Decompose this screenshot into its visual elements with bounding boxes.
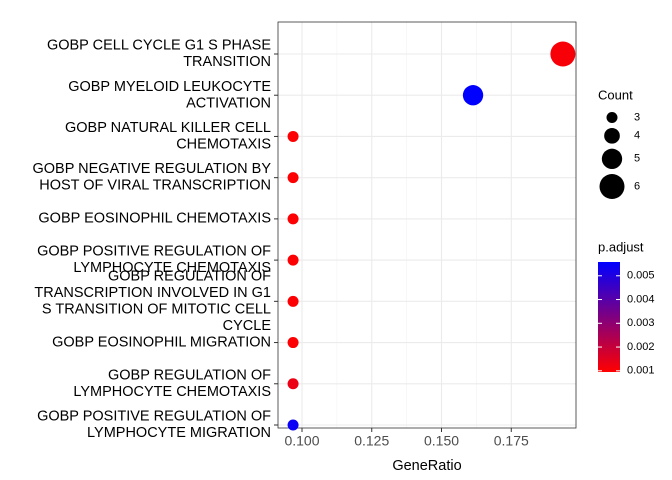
y-tick-label: LYMPHOCYTE CHEMOTAXIS bbox=[73, 260, 271, 276]
dot bbox=[287, 130, 299, 142]
x-tick-label: 0.150 bbox=[424, 433, 459, 449]
size-legend-label: 6 bbox=[634, 180, 640, 192]
y-tick-label: GOBP NEGATIVE REGULATION BY bbox=[33, 161, 272, 177]
color-legend-label: 0.002 bbox=[627, 341, 655, 353]
y-tick-label: LYMPHOCYTE CHEMOTAXIS bbox=[73, 384, 271, 400]
y-tick-label: GOBP REGULATION OF bbox=[108, 268, 271, 284]
y-tick-label: GOBP POSITIVE REGULATION OF bbox=[37, 244, 271, 260]
size-legend-label: 3 bbox=[634, 111, 640, 123]
y-tick-label: TRANSCRIPTION INVOLVED IN G1 bbox=[34, 285, 271, 301]
size-legend-dot bbox=[599, 174, 625, 199]
x-tick-label: 0.175 bbox=[494, 433, 529, 449]
dot bbox=[287, 213, 299, 225]
color-legend-label: 0.001 bbox=[627, 365, 655, 377]
panel bbox=[278, 22, 576, 428]
size-legend-dot bbox=[606, 112, 618, 123]
y-tick-label: GOBP EOSINOPHIL MIGRATION bbox=[52, 334, 271, 350]
size-legend-label: 4 bbox=[634, 130, 640, 142]
y-tick-label: CYCLE bbox=[223, 318, 272, 334]
x-tick-label: 0.125 bbox=[354, 433, 389, 449]
y-tick-label: GOBP MYELOID LEUKOCYTE bbox=[68, 79, 271, 95]
y-tick-label: GOBP REGULATION OF bbox=[108, 367, 271, 383]
x-axis-label: GeneRatio bbox=[392, 458, 461, 474]
color-legend-label: 0.005 bbox=[627, 270, 655, 282]
dot bbox=[287, 295, 299, 307]
y-tick-label: LYMPHOCYTE MIGRATION bbox=[87, 425, 271, 441]
colorbar bbox=[598, 262, 620, 372]
dot bbox=[287, 172, 299, 184]
y-tick-label: ACTIVATION bbox=[186, 95, 271, 111]
dot bbox=[287, 419, 299, 431]
color-legend-label: 0.004 bbox=[627, 293, 655, 305]
dot bbox=[287, 254, 299, 266]
y-tick-label: TRANSITION bbox=[183, 54, 271, 70]
size-legend-label: 5 bbox=[634, 153, 640, 165]
color-legend-title: p.adjust bbox=[598, 239, 644, 254]
size-legend-title: Count bbox=[598, 87, 633, 102]
size-legend-dot bbox=[604, 127, 620, 144]
y-tick-label: GOBP POSITIVE REGULATION OF bbox=[37, 409, 271, 425]
y-tick-label: CHEMOTAXIS bbox=[176, 137, 271, 153]
y-tick-label: S TRANSITION OF MITOTIC CELL bbox=[42, 301, 271, 317]
dot bbox=[550, 41, 576, 67]
panel-border bbox=[277, 21, 577, 429]
y-tick-label: HOST OF VIRAL TRANSCRIPTION bbox=[39, 178, 271, 194]
y-tick-label: GOBP CELL CYCLE G1 S PHASE bbox=[47, 38, 271, 54]
y-tick-label: GOBP EOSINOPHIL CHEMOTAXIS bbox=[38, 211, 271, 227]
size-legend-dot bbox=[601, 148, 623, 169]
color-legend-label: 0.003 bbox=[627, 317, 655, 329]
y-tick-label: GOBP NATURAL KILLER CELL bbox=[65, 120, 271, 136]
dot bbox=[287, 337, 299, 349]
x-tick-label: 0.100 bbox=[284, 433, 319, 449]
dot bbox=[287, 378, 299, 390]
dot bbox=[462, 85, 484, 106]
